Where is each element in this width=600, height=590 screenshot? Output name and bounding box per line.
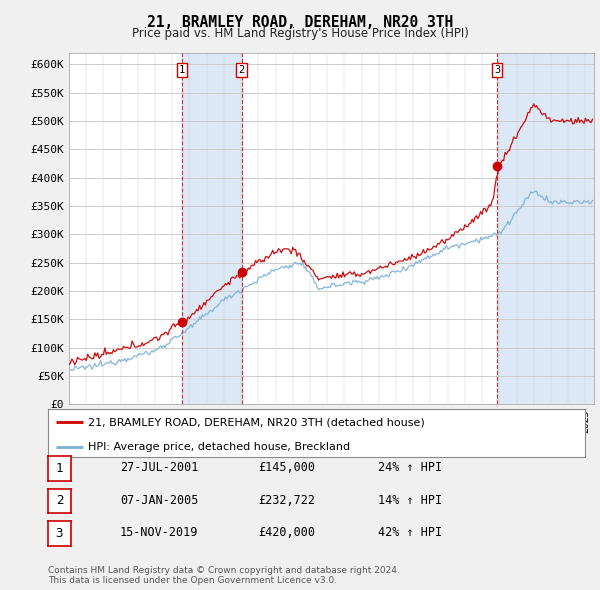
Text: 07-JAN-2005: 07-JAN-2005 bbox=[120, 494, 199, 507]
Text: 2: 2 bbox=[239, 65, 245, 76]
Text: £232,722: £232,722 bbox=[258, 494, 315, 507]
Text: 14% ↑ HPI: 14% ↑ HPI bbox=[378, 494, 442, 507]
Text: Contains HM Land Registry data © Crown copyright and database right 2024.: Contains HM Land Registry data © Crown c… bbox=[48, 566, 400, 575]
Text: 42% ↑ HPI: 42% ↑ HPI bbox=[378, 526, 442, 539]
Text: 2: 2 bbox=[56, 494, 63, 507]
Text: 1: 1 bbox=[179, 65, 185, 76]
Bar bbox=[497, 53, 594, 404]
Text: 15-NOV-2019: 15-NOV-2019 bbox=[120, 526, 199, 539]
Text: 3: 3 bbox=[494, 65, 500, 76]
Text: HPI: Average price, detached house, Breckland: HPI: Average price, detached house, Brec… bbox=[88, 441, 350, 451]
Text: 3: 3 bbox=[56, 527, 63, 540]
Text: 21, BRAMLEY ROAD, DEREHAM, NR20 3TH (detached house): 21, BRAMLEY ROAD, DEREHAM, NR20 3TH (det… bbox=[88, 417, 425, 427]
Bar bbox=[182, 53, 242, 404]
Text: 27-JUL-2001: 27-JUL-2001 bbox=[120, 461, 199, 474]
Text: 21, BRAMLEY ROAD, DEREHAM, NR20 3TH: 21, BRAMLEY ROAD, DEREHAM, NR20 3TH bbox=[147, 15, 453, 30]
Text: 24% ↑ HPI: 24% ↑ HPI bbox=[378, 461, 442, 474]
Text: Price paid vs. HM Land Registry's House Price Index (HPI): Price paid vs. HM Land Registry's House … bbox=[131, 27, 469, 40]
Text: 1: 1 bbox=[56, 462, 63, 475]
Text: £420,000: £420,000 bbox=[258, 526, 315, 539]
Text: £145,000: £145,000 bbox=[258, 461, 315, 474]
Text: This data is licensed under the Open Government Licence v3.0.: This data is licensed under the Open Gov… bbox=[48, 576, 337, 585]
